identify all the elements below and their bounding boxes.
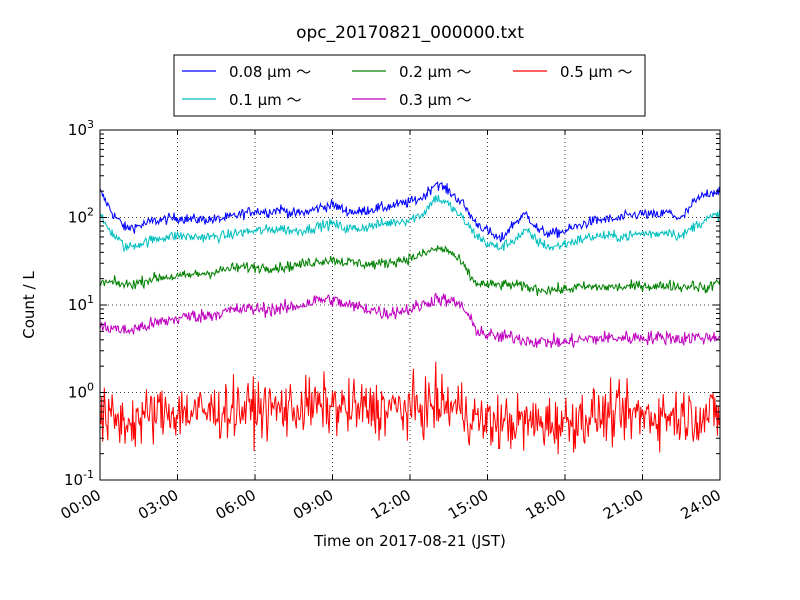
x-tick-label: 09:00 bbox=[290, 486, 336, 523]
series-line-3 bbox=[99, 292, 721, 349]
legend-label: 0.08 μm ～ bbox=[229, 63, 311, 81]
x-tick-label: 06:00 bbox=[213, 486, 259, 523]
x-tick-label: 03:00 bbox=[135, 486, 181, 523]
y-tick-label: 101 bbox=[68, 293, 94, 314]
x-tick-label: 12:00 bbox=[368, 486, 414, 523]
legend-box bbox=[173, 54, 646, 117]
series-line-1 bbox=[99, 194, 721, 253]
y-tick-label: 10-1 bbox=[64, 468, 94, 489]
legend-label: 0.5 μm ～ bbox=[560, 63, 633, 81]
x-tick-label: 21:00 bbox=[600, 486, 646, 523]
legend-label: 0.1 μm ～ bbox=[229, 91, 302, 109]
x-tick-label: 00:00 bbox=[58, 486, 104, 523]
series-line-2 bbox=[99, 245, 721, 296]
series-line-4 bbox=[99, 361, 721, 455]
x-tick-label: 18:00 bbox=[523, 486, 569, 523]
y-axis-label: Count / L bbox=[20, 271, 38, 339]
legend-label: 0.2 μm ～ bbox=[399, 63, 472, 81]
y-tick-label: 103 bbox=[68, 118, 94, 139]
legend: 0.08 μm ～ 0.1 μm ～ 0.2 μm ～ 0.3 μm ～ 0.5 μm … bbox=[173, 54, 646, 117]
legend-label: 0.3 μm ～ bbox=[399, 91, 472, 109]
x-tick-label: 15:00 bbox=[445, 486, 491, 523]
x-tick-label: 24:00 bbox=[678, 486, 724, 523]
chart-title: opc_20170821_000000.txt bbox=[296, 23, 524, 43]
y-tick-label: 102 bbox=[68, 206, 94, 227]
y-tick-label: 100 bbox=[68, 381, 94, 402]
series-line-0 bbox=[99, 180, 721, 243]
x-axis-label: Time on 2017-08-21 (JST) bbox=[313, 532, 506, 550]
